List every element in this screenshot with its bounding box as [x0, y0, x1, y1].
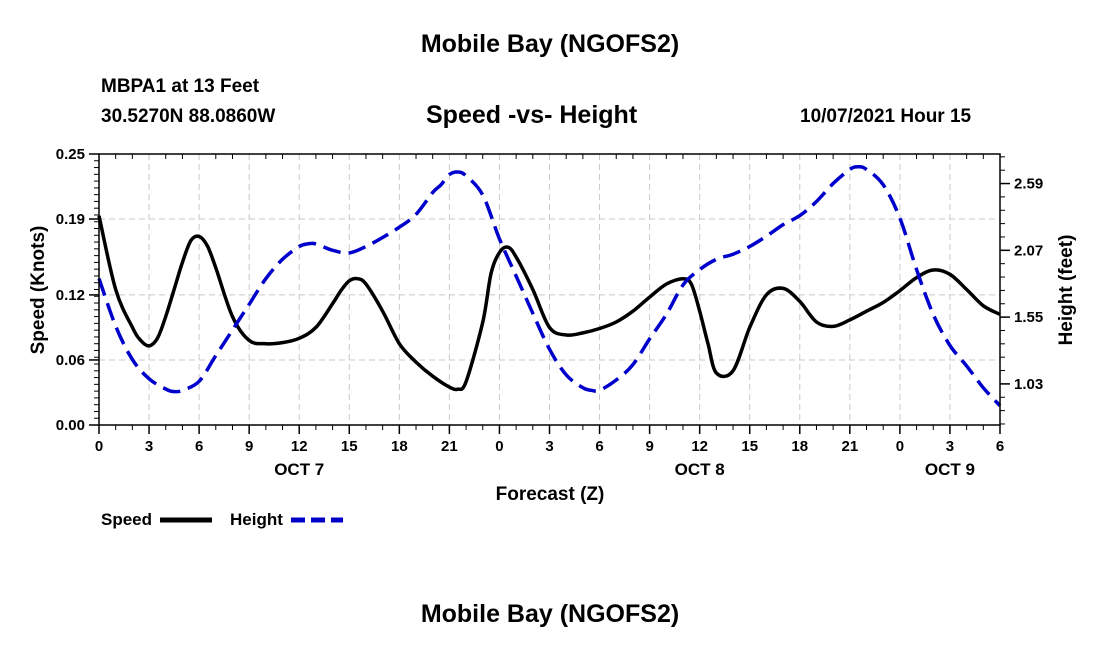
x-tick-label: 6: [195, 438, 203, 455]
x-tick-label: 21: [441, 438, 458, 455]
axis-ticks: [89, 153, 1010, 434]
x-axis-title: Forecast (Z): [496, 484, 605, 505]
axis-labels: 0 3 6 9 12 15 18 21 0 3 6 9 12 15 18 21 0 3 6 0.00 0.06 0.12 0…: [56, 146, 1043, 479]
x-tick-label: 0: [896, 438, 904, 455]
x-tick-label: 0: [95, 438, 103, 455]
x-tick-label: 0: [495, 438, 503, 455]
chart-subtitle: Speed -vs- Height: [426, 101, 638, 129]
x-tick-label: 3: [946, 438, 954, 455]
legend-label-height: Height: [230, 510, 283, 529]
series-lines: [97, 165, 1002, 407]
legend: Speed Height: [101, 510, 343, 529]
x-tick-label: 18: [791, 438, 808, 455]
y2-tick-label: 1.55: [1014, 309, 1043, 326]
y2-tick-label: 2.59: [1014, 176, 1043, 193]
y-tick-label: 0.19: [56, 211, 85, 228]
legend-label-speed: Speed: [101, 510, 152, 529]
x-tick-label: 18: [391, 438, 408, 455]
x-tick-label: 15: [741, 438, 758, 455]
x-tick-label: 12: [291, 438, 308, 455]
forecast-datetime: 10/07/2021 Hour 15: [800, 106, 972, 127]
x-tick-label: 9: [245, 438, 253, 455]
coordinates-label: 30.5270N 88.0860W: [101, 106, 276, 127]
y-tick-label: 0.06: [56, 352, 85, 369]
date-label: OCT 7: [274, 460, 324, 479]
x-tick-label: 15: [341, 438, 358, 455]
date-label: OCT 9: [925, 460, 975, 479]
x-tick-label: 3: [545, 438, 553, 455]
y2-tick-label: 2.07: [1014, 242, 1043, 259]
grid-lines: [99, 154, 1000, 425]
series-line-speed: [97, 215, 1001, 392]
y-axis-title: Speed (Knots): [28, 226, 49, 355]
footer-title: Mobile Bay (NGOFS2): [420, 600, 680, 628]
x-tick-label: 21: [841, 438, 858, 455]
chart-title: Mobile Bay (NGOFS2): [420, 30, 680, 58]
x-tick-label: 12: [691, 438, 708, 455]
series-line-height: [97, 165, 1002, 407]
x-tick-label: 6: [996, 438, 1004, 455]
y-tick-label: 0.25: [56, 146, 85, 163]
y-tick-label: 0.00: [56, 417, 85, 434]
date-label: OCT 8: [675, 460, 725, 479]
y2-axis-title: Height (feet): [1056, 235, 1077, 346]
x-tick-label: 3: [145, 438, 153, 455]
x-tick-label: 9: [645, 438, 653, 455]
y-tick-label: 0.12: [56, 287, 85, 304]
station-label: MBPA1 at 13 Feet: [101, 76, 260, 97]
x-tick-label: 6: [595, 438, 603, 455]
y2-tick-label: 1.03: [1014, 376, 1043, 393]
